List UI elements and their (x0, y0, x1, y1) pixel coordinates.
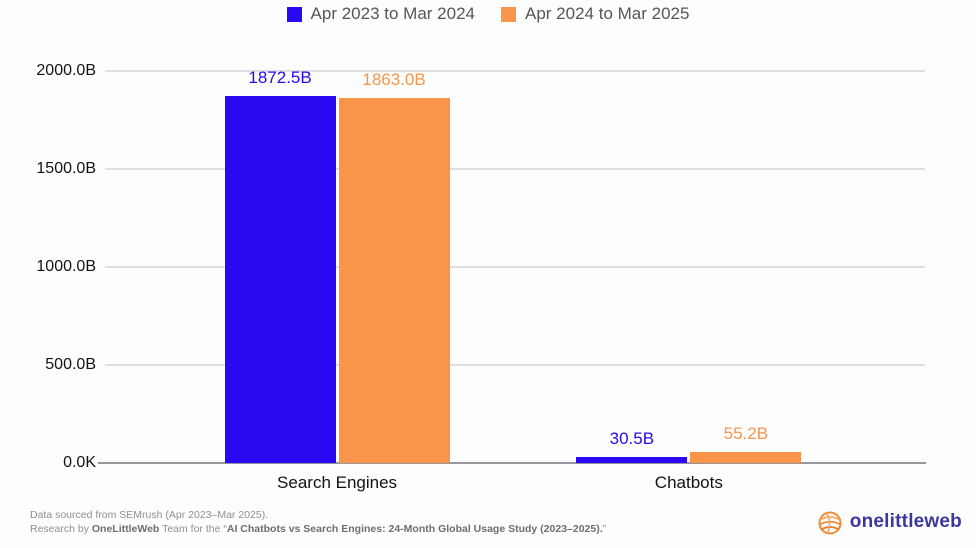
gridline (105, 364, 925, 366)
bar-value-label: 30.5B (609, 429, 655, 449)
onelittleweb-logo: onelittleweb (814, 506, 962, 538)
footer-research-middle: Team for the “ (159, 523, 227, 535)
bar-orange-1 (690, 452, 802, 463)
x-category-label: Search Engines (277, 473, 398, 492)
gridline (105, 168, 925, 170)
legend-item: Apr 2023 to Mar 2024 (286, 4, 475, 24)
plot-area: 1872.5B 1863.0B Search Engines 30.5B 55.2B Ch… (98, 68, 926, 492)
gridline (105, 70, 925, 72)
legend-label: Apr 2023 to Mar 2024 (310, 4, 475, 23)
globe-swirl-icon (814, 506, 846, 538)
bar-blue-0 (224, 96, 336, 463)
source-footer: Data sourced from SEMrush (Apr 2023–Mar … (30, 508, 606, 536)
bar-blue-1 (576, 457, 688, 463)
footer-research-prefix: Research by (30, 523, 92, 535)
y-tick-label: 0.0K (63, 454, 96, 471)
footer-research-suffix: ” (602, 523, 607, 535)
footer-study-title: AI Chatbots vs Search Engines: 24-Month … (226, 523, 603, 535)
footer-brand-name: OneLittleWeb (91, 523, 160, 535)
gridline (105, 266, 925, 268)
footer-research-line: Research by OneLittleWeb Team for the “A… (30, 522, 606, 536)
bar-value-label: 55.2B (723, 424, 769, 444)
y-tick-label: 1500.0B (36, 160, 96, 177)
logo-wordmark: onelittleweb (849, 511, 962, 532)
bar-orange-0 (338, 97, 450, 463)
legend-swatch-icon (501, 6, 516, 22)
bar-value-label: 1872.5B (248, 68, 312, 87)
legend-swatch-icon (286, 6, 302, 22)
bar-value-label: 1863.0B (362, 69, 426, 89)
legend-label: Apr 2024 to Mar 2025 (525, 4, 690, 23)
x-category-label: Chatbots (654, 473, 723, 492)
y-tick-label: 500.0B (45, 356, 96, 373)
footer-source-line: Data sourced from SEMrush (Apr 2023–Mar … (30, 509, 269, 521)
chart-legend: Apr 2023 to Mar 2024 Apr 2024 to Mar 2025 (0, 4, 976, 24)
x-axis-line (98, 462, 926, 464)
legend-item: Apr 2024 to Mar 2025 (501, 4, 689, 24)
y-tick-label: 1000.0B (36, 258, 96, 275)
y-tick-label: 2000.0B (36, 62, 96, 79)
y-axis-labels: 0.0K 500.0B 1000.0B 1500.0B 2000.0B (0, 62, 96, 471)
